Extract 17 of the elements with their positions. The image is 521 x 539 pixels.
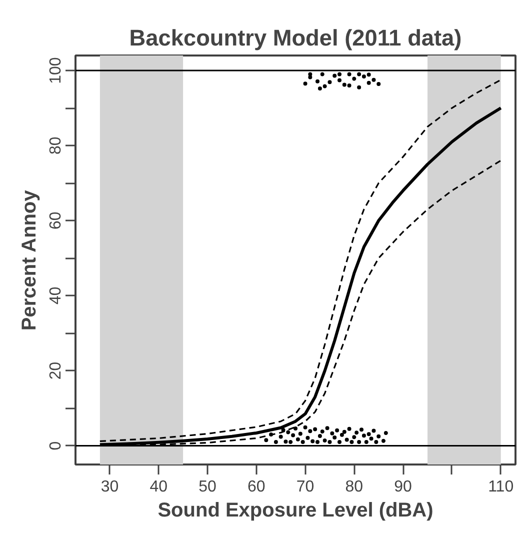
chart-title: Backcountry Model (2011 data) xyxy=(129,24,462,50)
y-tick-label: 100 xyxy=(48,57,64,84)
y-axis-title: Percent Annoy xyxy=(18,189,40,331)
x-tick-label: 80 xyxy=(345,478,364,496)
x-tick-label: 110 xyxy=(488,478,514,496)
y-tick-label: 40 xyxy=(48,286,64,305)
x-tick-label: 50 xyxy=(198,478,216,496)
x-tick-label: 90 xyxy=(394,478,412,496)
x-axis-title: Sound Exposure Level (dBA) xyxy=(158,500,434,522)
x-tick-label: 60 xyxy=(247,478,266,496)
x-tick-label: 30 xyxy=(100,478,119,496)
y-tick-label: 20 xyxy=(48,362,64,380)
y-tick-label: 80 xyxy=(48,136,64,154)
y-tick-label: 0 xyxy=(48,441,64,450)
x-tick-label: 40 xyxy=(150,478,168,496)
x-tick-label: 70 xyxy=(296,478,314,496)
y-tick-label: 60 xyxy=(48,212,64,230)
